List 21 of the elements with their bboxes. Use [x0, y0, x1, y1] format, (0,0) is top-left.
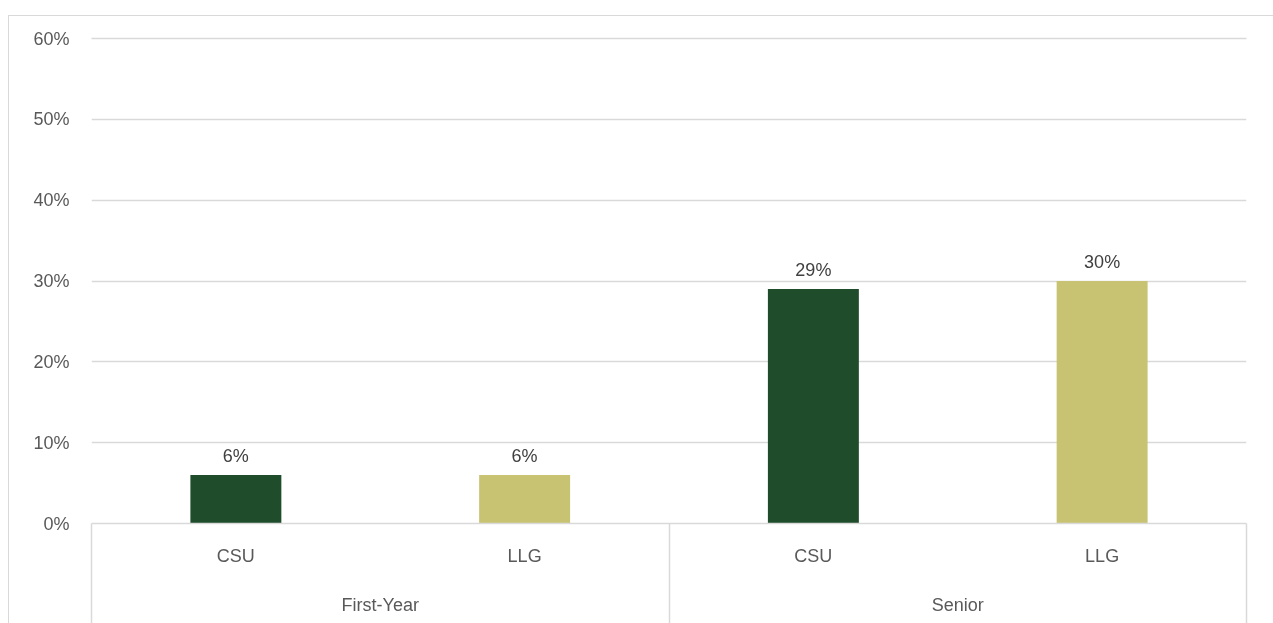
data-label: 30% [1084, 252, 1121, 272]
y-tick-label: 20% [33, 351, 70, 372]
bar [1056, 281, 1148, 524]
bar [767, 289, 859, 524]
bar [479, 475, 571, 524]
text: First-Year [341, 594, 419, 615]
x-tick-label: LLG [1085, 545, 1120, 566]
y-tick-label: 30% [33, 271, 70, 291]
y-tick-label: 60% [33, 28, 70, 49]
x-tick-label: LLG [507, 545, 542, 566]
x-tick-label: CSU [216, 545, 255, 566]
bar [190, 475, 282, 524]
data-label: 6% [511, 446, 538, 466]
y-tick-label: 0% [43, 513, 70, 534]
y-tick-label: 40% [33, 190, 70, 211]
text: Senior [931, 594, 984, 615]
data-label: 29% [795, 260, 832, 281]
data-label: 6% [222, 446, 249, 466]
x-tick-label: CSU [794, 545, 833, 566]
y-tick-label: 10% [33, 432, 70, 453]
y-tick-label: 50% [33, 109, 70, 130]
